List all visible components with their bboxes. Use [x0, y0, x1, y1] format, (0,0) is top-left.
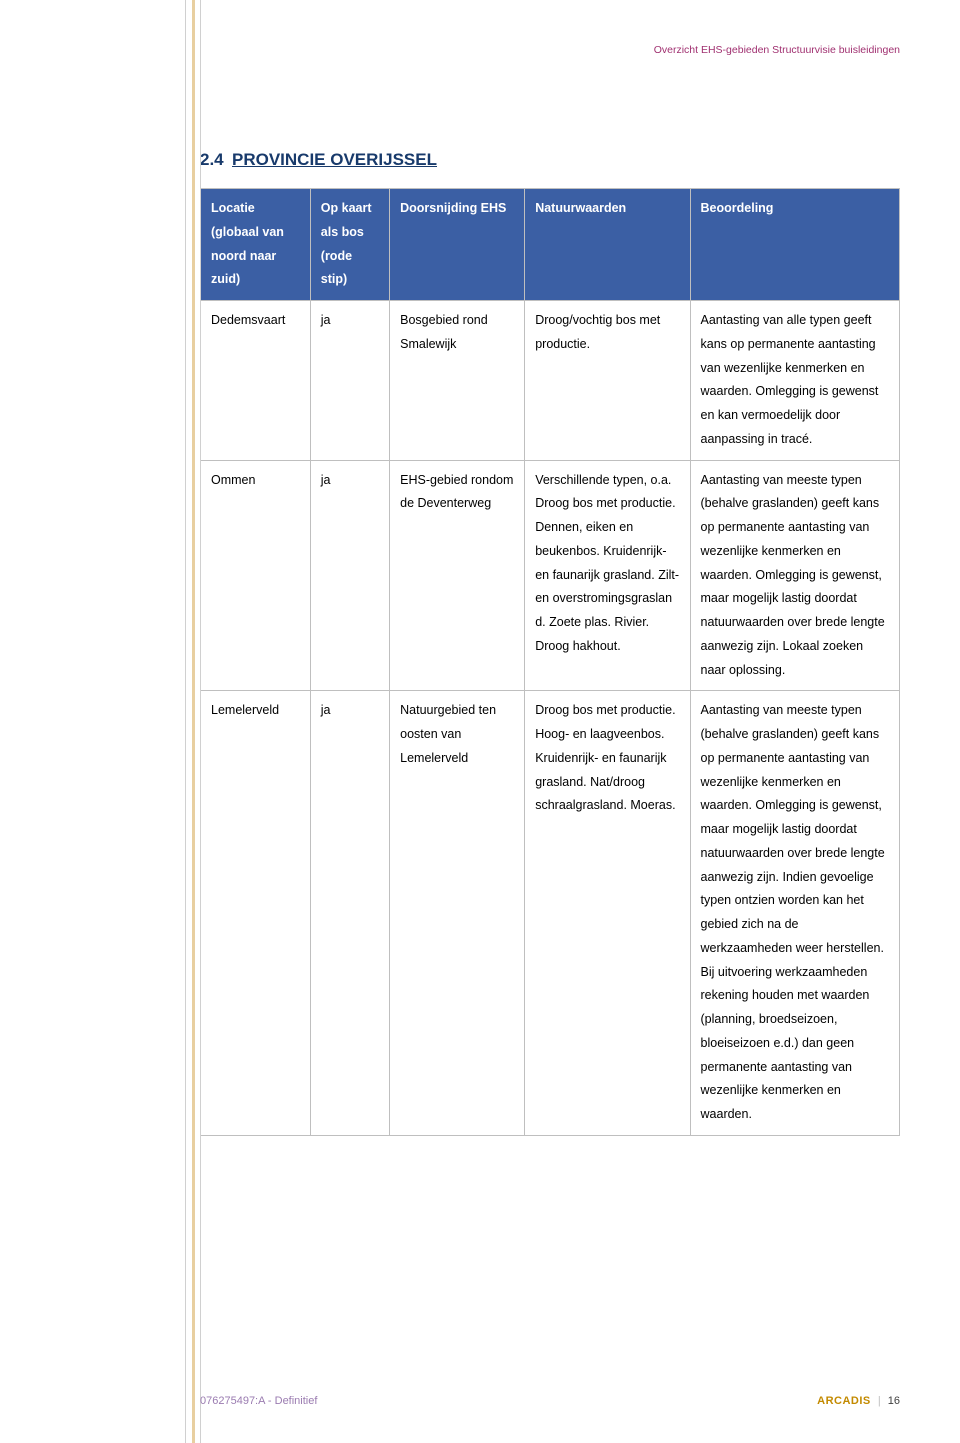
footer-page-number: 16 [888, 1395, 900, 1407]
page: Overzicht EHS-gebieden Structuurvisie bu… [0, 0, 960, 1443]
cell-beoordeling: Aantasting van meeste typen (behalve gra… [690, 691, 899, 1136]
margin-rule [200, 0, 201, 1443]
running-header: Overzicht EHS-gebieden Structuurvisie bu… [654, 44, 900, 56]
section-number: 2.4 [200, 150, 232, 170]
col-beoordeling: Beoordeling [690, 189, 899, 301]
table-header-row: Locatie (globaal van noord naar zuid) Op… [201, 189, 900, 301]
margin-rule-accent [192, 0, 195, 1443]
cell-locatie: Ommen [201, 460, 311, 691]
col-natuurwaarden: Natuurwaarden [525, 189, 690, 301]
cell-natuurwaarden: Droog bos met productie. Hoog- en laagve… [525, 691, 690, 1136]
footer-right: ARCADIS | 16 [817, 1395, 900, 1407]
col-doorsnijding: Doorsnijding EHS [390, 189, 525, 301]
cell-beoordeling: Aantasting van alle typen geeft kans op … [690, 301, 899, 461]
col-locatie: Locatie (globaal van noord naar zuid) [201, 189, 311, 301]
section-title: PROVINCIE OVERIJSSEL [232, 150, 437, 169]
page-footer: 076275497:A - Definitief ARCADIS | 16 [200, 1395, 900, 1407]
footer-separator: | [874, 1395, 885, 1407]
cell-locatie: Lemelerveld [201, 691, 311, 1136]
table-row: Ommen ja EHS-gebied rondom de Deventerwe… [201, 460, 900, 691]
margin-rule [185, 0, 186, 1443]
table-row: Dedemsvaart ja Bosgebied rond Smalewijk … [201, 301, 900, 461]
cell-beoordeling: Aantasting van meeste typen (behalve gra… [690, 460, 899, 691]
footer-brand: ARCADIS [817, 1395, 871, 1407]
cell-opkaart: ja [310, 301, 389, 461]
section-heading: 2.4PROVINCIE OVERIJSSEL [200, 150, 900, 170]
footer-docref: 076275497:A - Definitief [200, 1395, 317, 1407]
cell-doorsnijding: Natuurgebied ten oosten van Lemelerveld [390, 691, 525, 1136]
ehs-table: Locatie (globaal van noord naar zuid) Op… [200, 188, 900, 1136]
cell-doorsnijding: Bosgebied rond Smalewijk [390, 301, 525, 461]
cell-opkaart: ja [310, 691, 389, 1136]
table-row: Lemelerveld ja Natuurgebied ten oosten v… [201, 691, 900, 1136]
cell-doorsnijding: EHS-gebied rondom de Deventerweg [390, 460, 525, 691]
col-opkaart: Op kaart als bos (rode stip) [310, 189, 389, 301]
cell-opkaart: ja [310, 460, 389, 691]
cell-natuurwaarden: Droog/vochtig bos met productie. [525, 301, 690, 461]
cell-locatie: Dedemsvaart [201, 301, 311, 461]
cell-natuurwaarden: Verschillende typen, o.a. Droog bos met … [525, 460, 690, 691]
